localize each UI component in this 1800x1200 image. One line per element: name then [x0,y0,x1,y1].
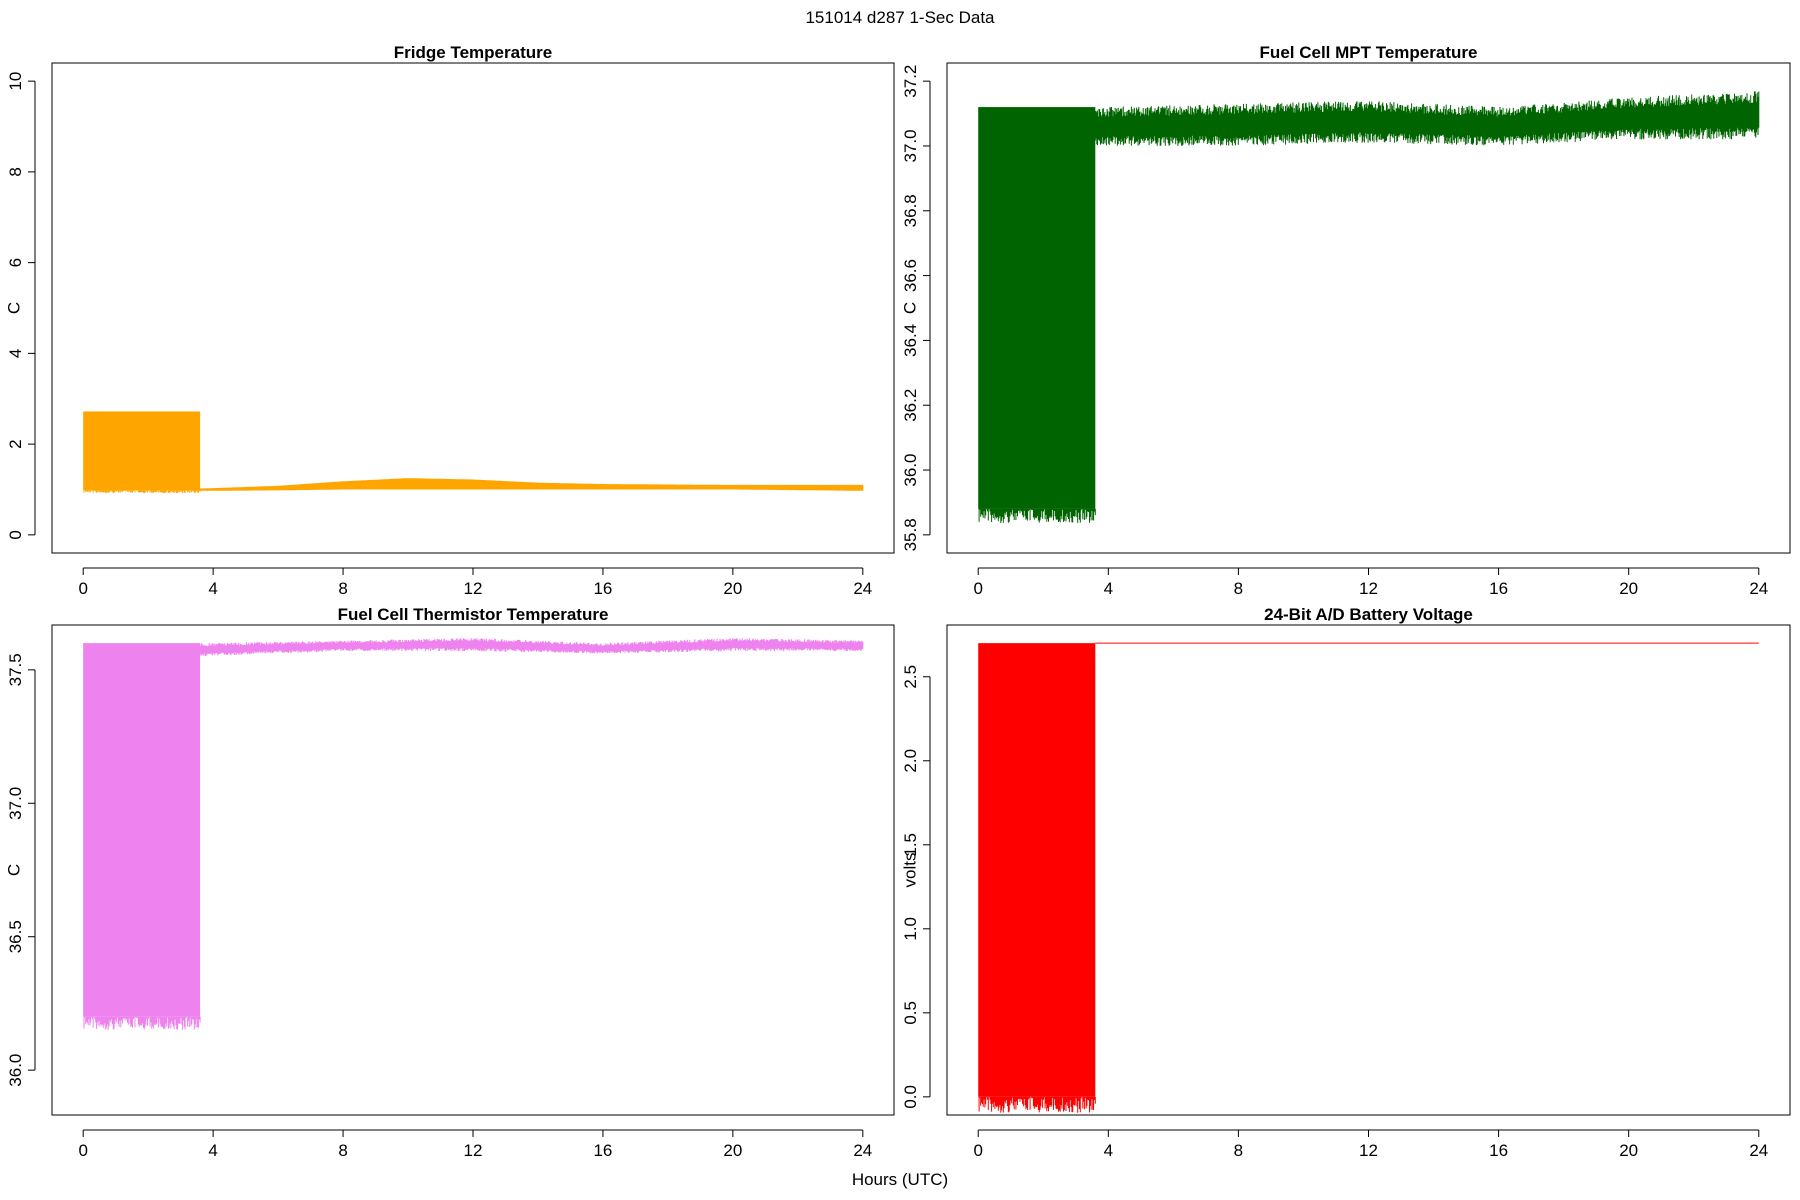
y-axis-label: C [901,302,920,314]
x-tick-label: 24 [1749,579,1768,598]
plot-frame [946,624,1791,1116]
y-tick-label: 37.0 [901,129,920,162]
y-tick-label: 4 [6,349,25,358]
y-tick-label: 36.0 [6,1054,25,1087]
data-band-1 [978,643,1096,1097]
x-tick-label: 8 [1234,1141,1243,1160]
x-tick-label: 24 [853,1141,872,1160]
y-tick-label: 1.0 [901,917,920,941]
x-tick-label: 4 [208,579,217,598]
x-tick-label: 4 [1104,579,1113,598]
plot-frame [946,62,1791,554]
x-tick-label: 16 [593,1141,612,1160]
data-band-1 [83,643,201,1017]
y-tick-label: 0 [6,530,25,539]
data-band-edge-1 [83,490,201,494]
y-tick-label: 2.0 [901,749,920,773]
y-tick-label: 1.5 [901,833,920,857]
x-tick-label: 24 [853,579,872,598]
plot-frame [51,624,895,1116]
data-trace-2 [1094,91,1760,146]
x-tick-label: 0 [973,579,982,598]
data-band-1 [978,107,1096,509]
x-tick-label: 24 [1749,1141,1768,1160]
y-tick-label: 0.5 [901,1001,920,1025]
y-axis-label: C [5,864,24,876]
y-tick-label: 36.4 [901,324,920,357]
figure-title: 151014 d287 1-Sec Data [805,8,995,27]
x-tick-label: 12 [1359,1141,1378,1160]
x-tick-label: 8 [338,1141,347,1160]
x-tick-label: 20 [723,579,742,598]
y-axis-label: volts [901,853,920,888]
data-trace-2 [199,638,864,657]
panel-title: Fuel Cell MPT Temperature [1260,43,1478,62]
y-tick-label: 37.0 [6,787,25,820]
x-tick-label: 20 [1619,1141,1638,1160]
data-band-1 [83,411,201,491]
x-tick-label: 12 [464,579,483,598]
data-band-edge-1 [978,1096,1096,1113]
x-tick-label: 8 [338,579,347,598]
y-tick-label: 37.2 [901,65,920,98]
panel-2: Fuel Cell MPT Temperature C 0 4 8 12 16 20 24 35.… [901,43,1791,598]
figure-xlabel: Hours (UTC) [852,1170,948,1189]
y-tick-label: 2 [6,439,25,448]
data-trace-2 [199,478,864,491]
x-tick-label: 0 [973,1141,982,1160]
x-tick-label: 4 [1104,1141,1113,1160]
plot-frame [51,62,895,554]
x-tick-label: 12 [1359,579,1378,598]
y-tick-label: 8 [6,167,25,176]
y-tick-label: 36.5 [6,920,25,953]
y-tick-label: 6 [6,258,25,267]
y-tick-label: 36.0 [901,453,920,486]
y-tick-label: 36.2 [901,389,920,422]
panel-title: Fridge Temperature [394,43,552,62]
x-tick-label: 4 [208,1141,217,1160]
x-tick-label: 16 [1489,579,1508,598]
data-band-edge-1 [83,1016,201,1030]
panel-title: Fuel Cell Thermistor Temperature [338,605,609,624]
x-tick-label: 12 [464,1141,483,1160]
x-tick-label: 0 [78,579,87,598]
panel-title: 24-Bit A/D Battery Voltage [1264,605,1473,624]
x-tick-label: 20 [1619,579,1638,598]
y-tick-label: 37.5 [6,653,25,686]
x-tick-label: 16 [1489,1141,1508,1160]
y-tick-label: 2.5 [901,665,920,689]
y-tick-label: 36.6 [901,259,920,292]
x-tick-label: 20 [723,1141,742,1160]
y-axis-label: C [5,302,24,314]
x-tick-label: 16 [593,579,612,598]
y-tick-label: 10 [6,72,25,91]
y-tick-label: 36.8 [901,194,920,227]
x-tick-label: 8 [1234,579,1243,598]
x-tick-label: 0 [78,1141,87,1160]
y-tick-label: 35.8 [901,518,920,551]
panel-4: 24-Bit A/D Battery Voltage volts 0 4 8 12 16 20… [901,605,1791,1160]
y-tick-label: 0.0 [901,1085,920,1109]
data-band-edge-1 [978,508,1096,523]
panel-3: Fuel Cell Thermistor Temperature C 0 4 8 12 16… [5,605,895,1160]
